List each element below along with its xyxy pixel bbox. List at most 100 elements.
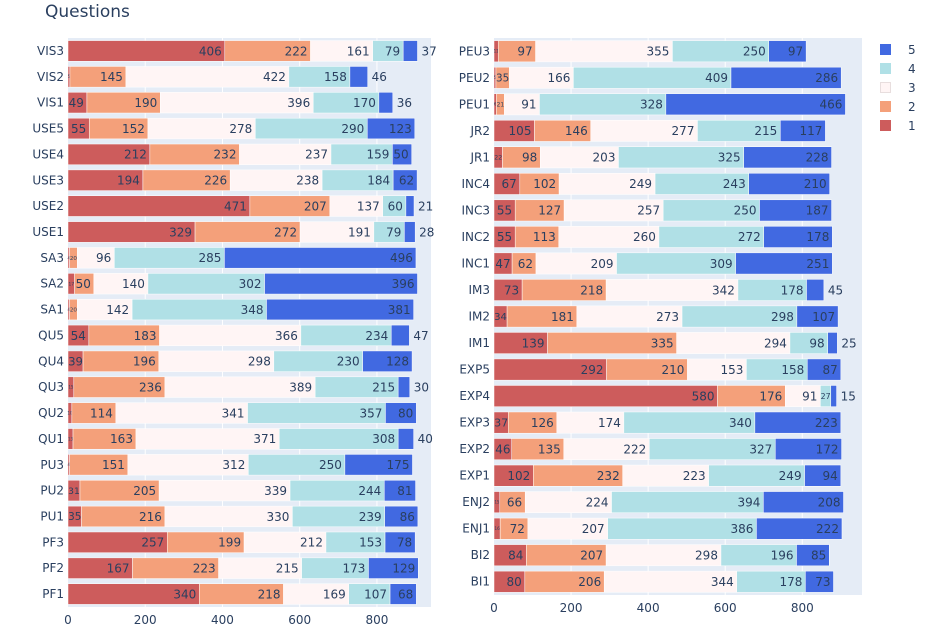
data-label: 355 — [647, 45, 670, 59]
bar-segment-5[interactable] — [796, 544, 830, 567]
bar-segment-5[interactable] — [397, 428, 414, 450]
data-label: 79 — [386, 225, 401, 239]
y-tick-label: PF1 — [42, 587, 64, 601]
bar-segment-5[interactable] — [827, 332, 838, 354]
y-tick-label: USE4 — [32, 147, 64, 161]
data-label: 327 — [749, 442, 772, 456]
data-label: 273 — [656, 310, 679, 324]
data-label: 145 — [100, 70, 123, 84]
data-label: 223 — [193, 562, 216, 576]
legend-swatch — [880, 82, 891, 93]
bar-segment-5[interactable] — [367, 117, 416, 140]
data-label: 222 — [285, 44, 308, 58]
bar-segment-5[interactable] — [362, 350, 413, 372]
bar-segment-5[interactable] — [389, 583, 417, 605]
bar-segment-5[interactable] — [344, 454, 413, 476]
bar-segment-5[interactable] — [224, 247, 417, 269]
bar-segment-5[interactable] — [390, 324, 410, 347]
data-label: 98 — [522, 151, 537, 165]
data-label: 371 — [253, 432, 276, 446]
bar-segment-5[interactable] — [404, 221, 416, 243]
bar-segment-5[interactable] — [806, 279, 825, 301]
bar-segment-5[interactable] — [384, 505, 419, 528]
bar-segment-5[interactable] — [392, 169, 418, 191]
y-tick-label: USE2 — [32, 199, 64, 213]
data-label: 80 — [507, 575, 522, 589]
data-label: 35 — [496, 73, 509, 85]
bar-segment-5[interactable] — [349, 66, 368, 88]
bar-segment-5[interactable] — [385, 402, 417, 424]
data-label: 46 — [372, 70, 387, 84]
data-label: 292 — [581, 363, 604, 377]
data-label: 60 — [388, 199, 403, 213]
bar-segment-5[interactable] — [264, 273, 418, 295]
bar-segment-5[interactable] — [735, 252, 833, 275]
y-tick-label: QU5 — [38, 328, 64, 342]
bar-segment-5[interactable] — [763, 491, 844, 514]
x-tick-label: 200 — [560, 601, 583, 615]
data-label: 4 — [67, 255, 70, 260]
bar-segment-5[interactable] — [665, 93, 846, 116]
legend-item-3[interactable]: 3 — [880, 78, 916, 97]
bar-segment-5[interactable] — [830, 385, 837, 407]
bar-segment-5[interactable] — [384, 480, 416, 502]
data-label: 341 — [222, 406, 245, 420]
data-label: 389 — [289, 380, 312, 394]
data-label: 62 — [399, 174, 414, 188]
bar-segment-5[interactable] — [763, 226, 833, 248]
bar-segment-5[interactable] — [775, 438, 842, 460]
data-label: 251 — [806, 257, 829, 271]
bar-segment-5[interactable] — [730, 66, 842, 89]
data-label: 406 — [199, 44, 222, 58]
bar-segment-5[interactable] — [796, 305, 839, 328]
x-tick-label: 800 — [791, 601, 814, 615]
bar-segment-5[interactable] — [392, 143, 412, 165]
bar-segment-5[interactable] — [759, 199, 832, 222]
bar-segment-5[interactable] — [405, 195, 415, 217]
data-label: 196 — [771, 549, 794, 563]
bar-segment-5[interactable] — [748, 173, 830, 195]
data-label: 50 — [76, 277, 91, 291]
bar-segment-5[interactable] — [368, 557, 419, 579]
bar-segment-5[interactable] — [266, 298, 414, 321]
data-label: 226 — [204, 174, 227, 188]
bar-segment-5[interactable] — [743, 146, 832, 169]
data-label: 340 — [729, 416, 752, 430]
bar-segment-5[interactable] — [804, 464, 842, 487]
data-label: 184 — [367, 174, 390, 188]
data-label: 91 — [521, 98, 536, 112]
legend-swatch — [880, 44, 891, 55]
bar-segment-1[interactable] — [493, 385, 718, 407]
data-label: 54 — [71, 329, 86, 343]
bar-segment-5[interactable] — [397, 376, 411, 398]
bar-segment-5[interactable] — [780, 119, 826, 142]
legend[interactable]: 5 4 3 2 1 — [880, 40, 916, 135]
data-label: 339 — [264, 484, 287, 498]
data-label: 325 — [718, 151, 741, 165]
data-label: 158 — [781, 363, 804, 377]
legend-item-1[interactable]: 1 — [880, 116, 916, 135]
bar-segment-1[interactable] — [67, 195, 251, 217]
bar-segment-5[interactable] — [402, 40, 418, 62]
legend-item-5[interactable]: 5 — [880, 40, 916, 59]
data-label: 249 — [779, 469, 802, 483]
y-tick-label: INC2 — [461, 230, 490, 244]
legend-item-4[interactable]: 4 — [880, 59, 916, 78]
y-tick-label: PEU3 — [459, 44, 490, 58]
y-tick-label: USE5 — [32, 122, 64, 136]
y-tick-label: QU3 — [38, 380, 64, 394]
bar-segment-5[interactable] — [807, 358, 842, 381]
data-label: 39 — [68, 355, 83, 369]
legend-item-2[interactable]: 2 — [880, 97, 916, 116]
bar-segment-5[interactable] — [768, 40, 807, 63]
data-label: 50 — [393, 148, 408, 162]
data-label: 208 — [818, 495, 841, 509]
bar-segment-5[interactable] — [754, 411, 842, 434]
data-label: 222 — [816, 522, 839, 536]
bar-segment-5[interactable] — [805, 570, 834, 593]
data-label: 129 — [392, 562, 415, 576]
bar-segment-5[interactable] — [378, 92, 394, 114]
bar-segment-5[interactable] — [384, 531, 416, 553]
bar-segment-5[interactable] — [756, 517, 843, 540]
